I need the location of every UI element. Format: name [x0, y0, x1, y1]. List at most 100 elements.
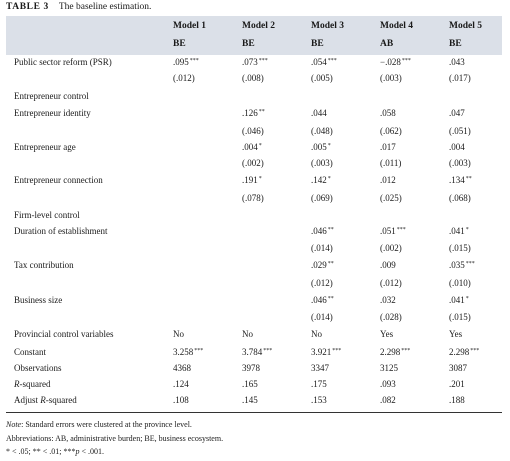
row-label: Provincial control variables — [14, 329, 114, 339]
standard-error-cell: (.062) — [380, 126, 402, 136]
standard-error-cell: (.068) — [449, 193, 471, 203]
significance-stars: *** — [401, 58, 411, 64]
significance-stars: ** — [258, 109, 265, 115]
standard-error-cell: (.015) — [449, 312, 471, 322]
significance-stars: ** — [465, 176, 472, 182]
standard-error-cell: (.051) — [449, 126, 471, 136]
standard-error-cell: (.012) — [380, 278, 402, 288]
standard-error-cell: (.012) — [311, 278, 333, 288]
coefficient-cell: .175 — [311, 379, 327, 389]
significance-stars: ** — [327, 296, 334, 302]
standard-error-cell: (.069) — [311, 193, 333, 203]
standard-error-cell: (.008) — [242, 73, 264, 83]
coefficient-cell: .035*** — [449, 260, 475, 270]
row-label: Public sector reform (PSR) — [14, 57, 112, 67]
significance-stars: *** — [263, 348, 273, 354]
coefficient-cell: .046** — [311, 226, 334, 236]
standard-error-cell: (.010) — [449, 278, 471, 288]
coefficient-cell: 4368 — [173, 363, 191, 373]
row-label: Constant — [14, 347, 47, 357]
significance-stars: *** — [396, 227, 406, 233]
coefficient-cell: No — [173, 329, 184, 339]
coefficient-cell: .153 — [311, 395, 327, 405]
row-label: Duration of establishment — [14, 226, 108, 236]
coefficient-cell: 2.298*** — [380, 347, 411, 357]
significance-stars: *** — [194, 348, 204, 354]
coefficient-cell: .134** — [449, 175, 472, 185]
significance-stars: * — [258, 176, 262, 182]
coefficient-cell: .029** — [311, 260, 334, 270]
coefficient-cell: .082 — [380, 395, 396, 405]
coefficient-cell: .032 — [380, 295, 396, 305]
significance-stars: *** — [465, 261, 475, 267]
row-label: Observations — [14, 363, 62, 373]
standard-error-cell: (.012) — [173, 73, 195, 83]
table-caption: TABLE 3 The baseline estimation. — [6, 2, 151, 12]
coefficient-cell: .051*** — [380, 226, 406, 236]
table-bottom-rule — [6, 412, 502, 413]
coefficient-cell: .095*** — [173, 57, 199, 67]
row-label: Tax contribution — [14, 260, 74, 270]
row-label: Business size — [14, 295, 63, 305]
coefficient-cell: .005* — [311, 142, 331, 152]
dependent-variable-header: BE — [242, 39, 255, 49]
significance-stars: *** — [189, 58, 199, 64]
coefficient-cell: No — [311, 329, 322, 339]
coefficient-cell: 3978 — [242, 363, 260, 373]
table-number: TABLE 3 — [6, 2, 49, 12]
significance-stars: * — [327, 176, 331, 182]
row-label: Entrepreneur control — [14, 91, 89, 101]
significance-stars: *** — [332, 348, 342, 354]
coefficient-cell: 3.784*** — [242, 347, 273, 357]
model-header: Model 2 — [242, 21, 275, 31]
coefficient-cell: .044 — [311, 108, 327, 118]
row-label: Firm-level control — [14, 210, 80, 220]
coefficient-cell: No — [242, 329, 253, 339]
significance-note: * < .05; ** < .01; ***p < .001. — [6, 447, 104, 456]
coefficient-cell: .043 — [449, 57, 465, 67]
coefficient-cell: 3087 — [449, 363, 467, 373]
row-label: Adjust R-squared — [14, 395, 77, 405]
standard-error-cell: (.017) — [449, 73, 471, 83]
significance-stars: * — [465, 227, 469, 233]
coefficient-cell: 3347 — [311, 363, 329, 373]
standard-error-cell: (.002) — [380, 243, 402, 253]
coefficient-cell: Yes — [380, 329, 394, 339]
model-header: Model 4 — [380, 21, 413, 31]
coefficient-cell: .041* — [449, 295, 469, 305]
model-header: Model 5 — [449, 21, 482, 31]
coefficient-cell: .073*** — [242, 57, 268, 67]
coefficient-cell: .009 — [380, 260, 396, 270]
row-label: R-squared — [14, 379, 51, 389]
coefficient-cell: .188 — [449, 395, 465, 405]
significance-stars: * — [327, 143, 331, 149]
standard-error-cell: (.003) — [449, 158, 471, 168]
coefficient-cell: .017 — [380, 142, 396, 152]
coefficient-cell: .004* — [242, 142, 262, 152]
coefficient-cell: .047 — [449, 108, 465, 118]
table-header-band — [6, 16, 502, 55]
row-label: Entrepreneur identity — [14, 108, 91, 118]
dependent-variable-header: BE — [311, 39, 324, 49]
coefficient-cell: .145 — [242, 395, 258, 405]
significance-stars: *** — [470, 348, 480, 354]
standard-error-cell: (.048) — [311, 126, 333, 136]
significance-stars: *** — [401, 348, 411, 354]
coefficient-cell: .124 — [173, 379, 189, 389]
dependent-variable-header: AB — [380, 39, 394, 49]
standard-error-cell: (.003) — [311, 158, 333, 168]
coefficient-cell: .201 — [449, 379, 465, 389]
table-note: Note: Standard errors were clustered at … — [6, 420, 192, 429]
table-title: The baseline estimation. — [58, 2, 152, 12]
coefficient-cell: .046** — [311, 295, 334, 305]
coefficient-cell: .004 — [449, 142, 465, 152]
dependent-variable-header: BE — [173, 39, 186, 49]
standard-error-cell: (.046) — [242, 126, 264, 136]
coefficient-cell: .054*** — [311, 57, 337, 67]
significance-stars: * — [258, 143, 262, 149]
significance-stars: *** — [327, 58, 337, 64]
coefficient-cell: .108 — [173, 395, 189, 405]
coefficient-cell: .126** — [242, 108, 265, 118]
coefficient-cell: 3.258*** — [173, 347, 204, 357]
standard-error-cell: (.014) — [311, 312, 333, 322]
